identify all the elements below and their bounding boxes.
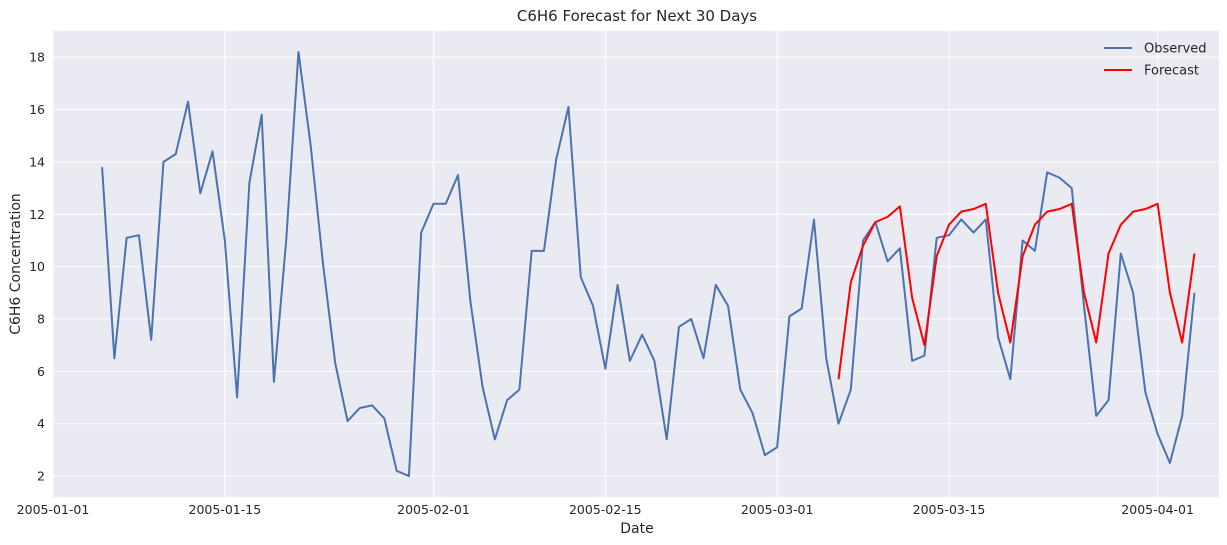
grid-lines [52, 31, 1219, 497]
plot-area [53, 31, 1219, 497]
forecast-legend-label: Forecast [1144, 64, 1199, 79]
y-tick-label: 16 [29, 102, 45, 117]
x-tick-label: 2005-01-15 [189, 502, 262, 517]
legend: Observed Forecast [1104, 42, 1207, 79]
series-lines [101, 50, 1196, 478]
chart-title: C6H6 Forecast for Next 30 Days [517, 7, 757, 25]
forecast-series-line [837, 202, 1196, 380]
y-tick-label: 2 [37, 469, 45, 484]
y-tick-label: 6 [37, 364, 45, 379]
y-tick-labels: 2 4 6 8 10 12 14 16 18 [29, 50, 45, 484]
x-tick-labels: 2005-01-01 2005-01-15 2005-02-01 2005-02-15… [17, 502, 1194, 517]
x-tick-label: 2005-02-01 [397, 502, 470, 517]
x-axis-title: Date [620, 521, 653, 537]
x-tick-label: 2005-01-01 [17, 502, 90, 517]
x-tick-label: 2005-03-01 [741, 502, 814, 517]
observed-legend-label: Observed [1144, 42, 1207, 57]
y-tick-label: 12 [29, 207, 45, 222]
x-tick-label: 2005-02-15 [569, 502, 642, 517]
observed-series-line [101, 50, 1196, 478]
y-tick-label: 14 [29, 154, 45, 169]
y-tick-label: 4 [37, 416, 45, 431]
x-tick-label: 2005-03-15 [913, 502, 986, 517]
y-tick-label: 8 [37, 311, 45, 326]
y-tick-label: 18 [29, 50, 45, 65]
y-axis-title: C6H6 Concentration [8, 193, 24, 335]
x-tick-label: 2005-04-01 [1121, 502, 1194, 517]
y-tick-label: 10 [29, 259, 45, 274]
